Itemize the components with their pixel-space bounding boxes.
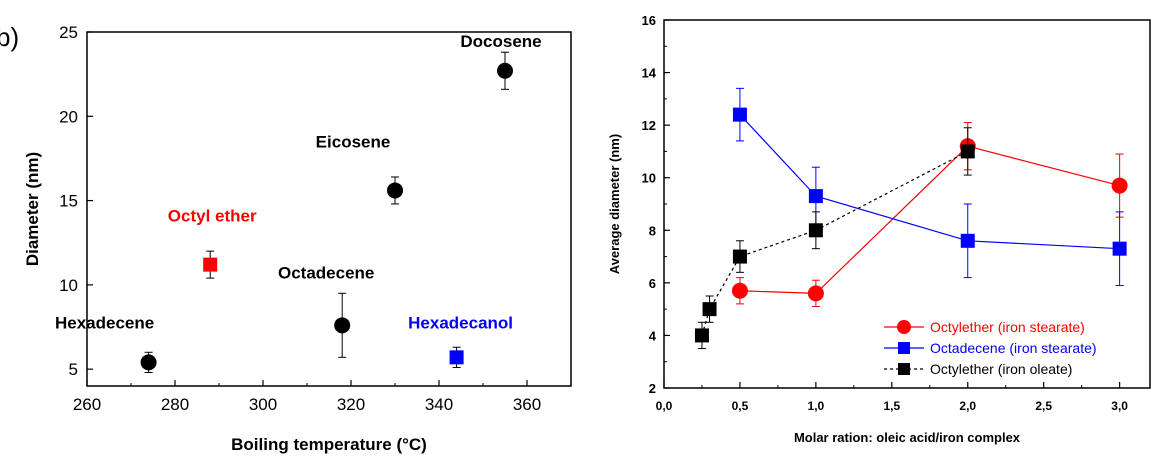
data-point — [140, 354, 157, 371]
data-point — [960, 144, 975, 159]
data-point — [1111, 177, 1128, 194]
x-tick-label: 360 — [513, 395, 541, 414]
y-tick-label: 14 — [642, 66, 657, 81]
point-label: Hexadecanol — [408, 313, 513, 332]
x-tick-label: 1,0 — [808, 399, 825, 413]
data-point — [334, 317, 351, 334]
y-axis-title: Average diameter (nm) — [607, 134, 622, 274]
data-point — [732, 249, 747, 264]
y-tick-label: 2 — [649, 381, 656, 396]
y-tick-label: 25 — [59, 23, 78, 42]
legend-label: Octylether (iron stearate) — [930, 319, 1085, 335]
x-tick-label: 1,5 — [883, 399, 900, 413]
data-point — [731, 282, 748, 299]
x-tick-label: 2,0 — [959, 399, 976, 413]
y-tick-label: 12 — [642, 118, 656, 133]
panel-label: b) — [0, 22, 19, 52]
y-tick-label: 8 — [649, 223, 656, 238]
y-tick-label: 10 — [642, 171, 656, 186]
data-point — [808, 223, 823, 238]
x-axis-title: Molar ration: oleic acid/iron complex — [794, 430, 1021, 445]
x-tick-label: 320 — [337, 395, 365, 414]
x-tick-label: 0,0 — [656, 399, 673, 413]
point-label: Octyl ether — [168, 207, 257, 226]
data-point — [960, 233, 975, 248]
boiling-temperature-chart: 260 280 300 320 340 360 5 10 15 20 25 Boiling tempe… — [23, 23, 572, 454]
data-point — [694, 328, 709, 343]
y-tick-label: 6 — [649, 276, 656, 291]
point-label: Docosene — [460, 32, 541, 51]
y-tick-label: 10 — [59, 276, 78, 295]
y-tick-label: 20 — [59, 107, 78, 126]
y-tick-label: 15 — [59, 192, 78, 211]
data-point — [702, 302, 717, 317]
data-point — [449, 350, 464, 365]
legend-label: Octylether (iron oleate) — [930, 361, 1072, 377]
x-axis-title: Boiling temperature (°C) — [231, 435, 427, 454]
x-tick-label: 260 — [73, 395, 101, 414]
data-point — [1112, 241, 1127, 256]
point-label: Hexadecene — [55, 313, 154, 332]
x-tick-label: 300 — [249, 395, 277, 414]
legend-marker — [898, 363, 910, 375]
y-tick-label: 5 — [69, 360, 78, 379]
data-point — [497, 62, 513, 79]
x-tick-label: 0,5 — [732, 399, 749, 413]
series-line — [739, 114, 1120, 250]
legend-label: Octadecene (iron stearate) — [930, 340, 1097, 356]
y-axis-title: Diameter (nm) — [23, 152, 42, 266]
y-tick-label: 4 — [649, 328, 657, 343]
series-line — [701, 150, 969, 336]
y-tick-label: 16 — [642, 13, 656, 28]
legend-marker — [898, 342, 910, 354]
legend-marker — [897, 320, 911, 334]
data-point — [387, 182, 403, 199]
data-point — [732, 107, 747, 122]
molar-ratio-chart: 0,0 0,5 1,0 1,5 2,0 2,5 3,0 2 4 6 8 10 12 14 16 Molar r… — [607, 13, 1151, 445]
data-point — [808, 189, 823, 204]
x-tick-label: 280 — [161, 395, 189, 414]
x-tick-label: 2,5 — [1035, 399, 1052, 413]
point-label: Eicosene — [316, 132, 391, 151]
x-tick-label: 340 — [425, 395, 453, 414]
data-point — [203, 257, 218, 272]
data-point — [807, 285, 824, 302]
series-line — [739, 145, 1120, 294]
point-label: Octadecene — [278, 263, 374, 282]
plot-frame — [86, 31, 572, 387]
x-tick-label: 3,0 — [1111, 399, 1128, 413]
